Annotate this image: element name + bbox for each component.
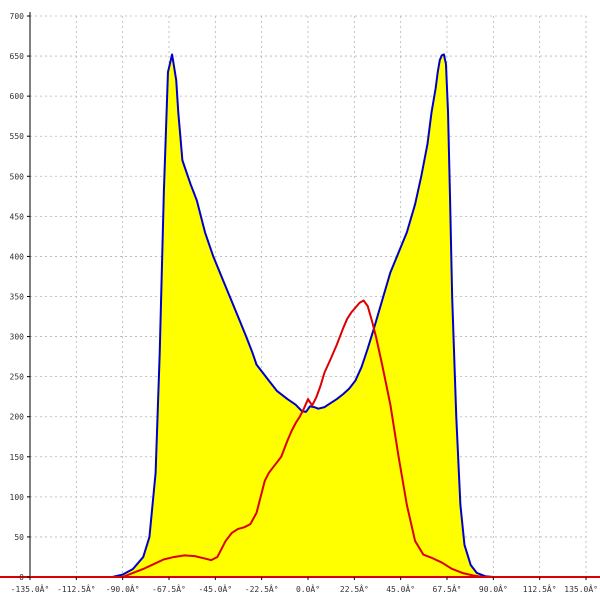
x-tick-label: -22.5Â° (245, 583, 279, 594)
x-tick-label: 67.5Â° (433, 583, 462, 594)
y-tick-label: 150 (10, 453, 25, 462)
line-layer (30, 53, 586, 578)
x-tick-label: -90.0Â° (106, 583, 140, 594)
x-tick-label: -67.5Â° (152, 583, 186, 594)
y-tick-label: 650 (10, 52, 25, 61)
x-tick-label: -112.5Â° (57, 583, 96, 594)
y-tick-label: 400 (10, 252, 25, 261)
axis-layer (0, 12, 600, 580)
x-tick-label: 0.0Â° (296, 583, 320, 594)
x-tick-label: 112.5Â° (523, 583, 557, 594)
y-tick-label: 200 (10, 413, 25, 422)
y-tick-label: 100 (10, 493, 25, 502)
y-tick-label: 500 (10, 172, 25, 181)
y-tick-label: 50 (14, 533, 24, 542)
y-tick-label: 700 (10, 12, 25, 21)
x-tick-label: -45.0Â° (198, 583, 232, 594)
series-2-line (30, 299, 586, 578)
x-tick-label: 22.5Â° (340, 583, 369, 594)
label-layer: 0 50 100 150 200 250 300 350 400 450 500 550 600 650 7… (10, 12, 598, 594)
y-tick-label: 350 (10, 293, 25, 302)
x-tick-label: 90.0Â° (479, 583, 508, 594)
series-1-area (30, 54, 586, 578)
x-tick-label: -135.0Â° (11, 583, 50, 594)
x-tick-label: 135.0Â° (564, 583, 598, 594)
y-tick-label: 450 (10, 212, 25, 221)
y-tick-label: 550 (10, 132, 25, 141)
y-tick-label: 0 (19, 573, 24, 582)
y-tick-label: 250 (10, 373, 25, 382)
y-tick-label: 600 (10, 92, 25, 101)
x-tick-label: 45.0Â° (386, 583, 415, 594)
area-layer (30, 54, 586, 578)
y-tick-label: 300 (10, 333, 25, 342)
series-1-line (30, 53, 586, 578)
